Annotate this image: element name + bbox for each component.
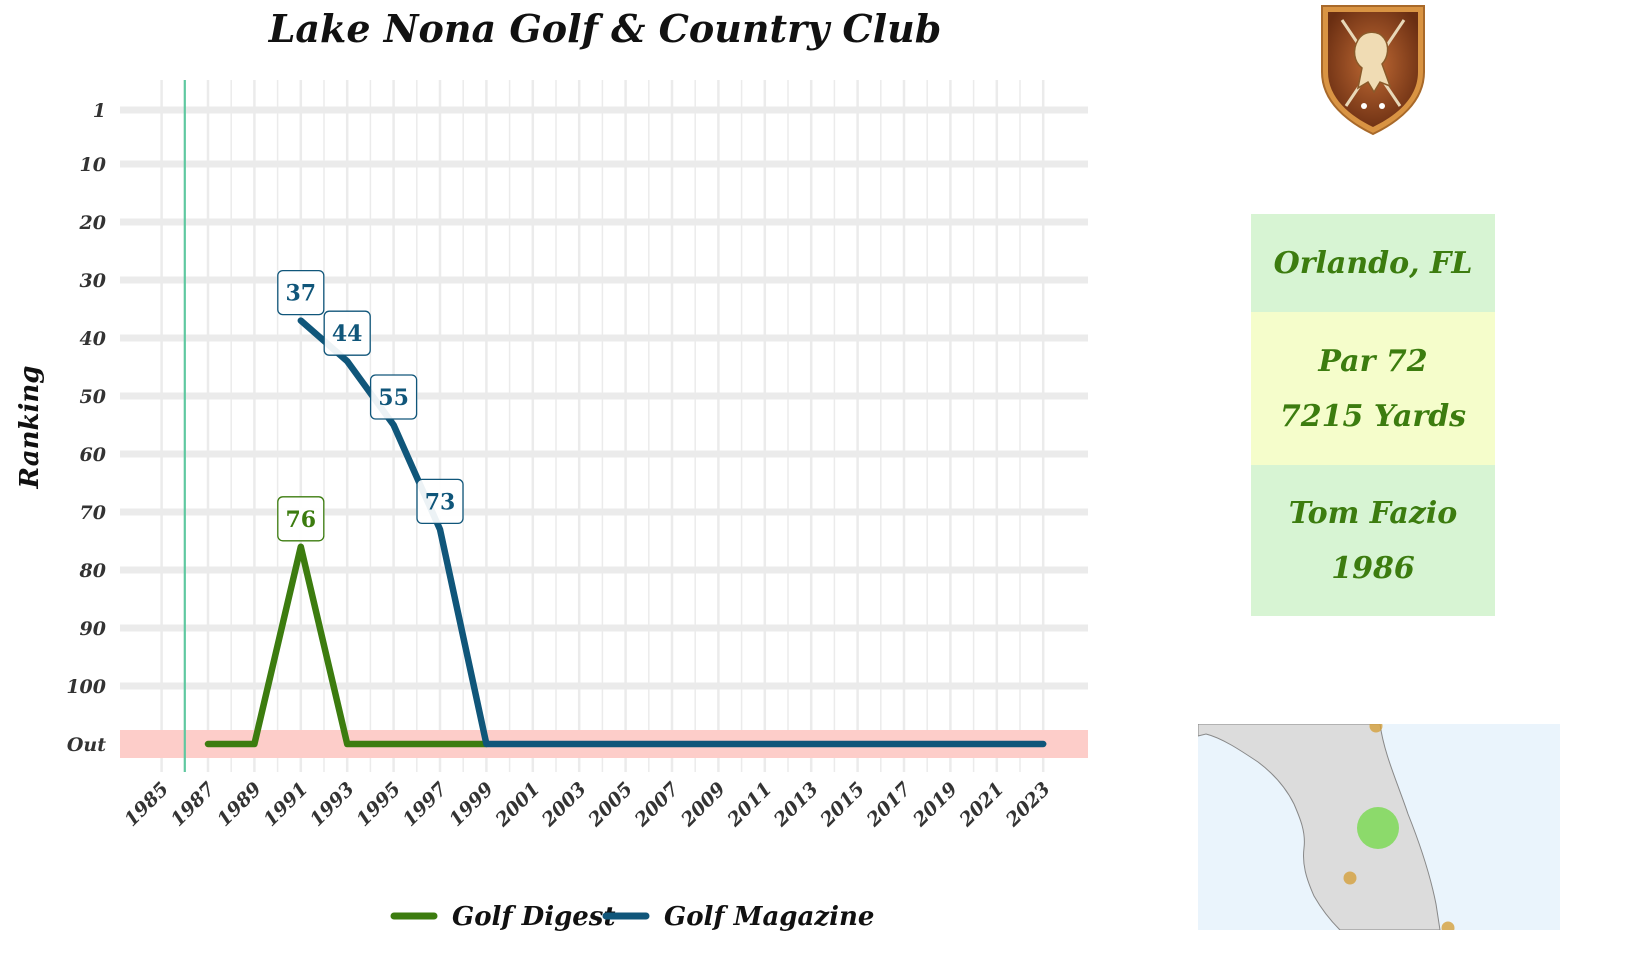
x-tick-label: 2019 [908,778,962,832]
x-tick-label: 2009 [676,778,730,832]
data-labels: 76 37 44 55 73 [277,269,464,542]
y-tick-label: 40 [80,328,106,350]
y-axis-label: Ranking [15,366,45,490]
y-tick-label: 90 [80,618,106,640]
data-label-text: 55 [378,385,409,411]
highlight-course-marker [1357,807,1399,849]
x-tick-label: 1997 [399,778,452,831]
par-text: Par 72 [1318,343,1428,379]
chart-title: Lake Nona Golf & Country Club [268,6,942,51]
x-tick-label: 2007 [630,778,684,832]
y-tick-label: 10 [80,154,106,176]
ranking-chart: 76 37 44 55 73 1 10 20 30 40 50 60 70 80 90 100 Out 198… [15,80,1088,932]
florida-map-icon [1198,724,1560,930]
course-marker [1369,724,1383,733]
course-info-panel: Orlando, FL Par 72 7215 Yards Tom Fazio … [1251,214,1495,616]
data-label: 73 [416,478,464,525]
location-box: Orlando, FL [1251,214,1495,312]
y-tick-label: 1 [93,100,106,122]
data-label: 55 [369,374,418,420]
x-tick-label: 2005 [583,778,637,832]
location-text: Orlando, FL [1273,245,1473,281]
plot-background [120,80,1088,772]
data-label-text: 76 [285,507,316,533]
x-tick-label: 2023 [1001,778,1055,832]
designer-box: Tom Fazio 1986 [1251,465,1495,616]
data-label-text: 37 [285,281,316,307]
y-tick-label: 20 [79,212,106,234]
x-tick-label: 2015 [815,778,869,832]
x-tick-label: 2021 [955,778,1009,832]
lion-crest-shield-icon [1321,5,1425,136]
x-tick-labels: 1985198719891991199319951997199920012003… [120,778,1055,832]
course-marker [1343,871,1357,885]
x-tick-label: 1985 [120,778,173,831]
designer-text: Tom Fazio [1288,495,1458,531]
y-tick-label: 100 [66,676,106,698]
x-tick-label: 1993 [306,778,359,831]
y-tick-label: 70 [80,502,106,524]
y-tick-label: Out [67,734,106,756]
series-line-golf-digest [204,543,490,748]
data-label-box [416,478,464,525]
x-tick-label: 2003 [537,778,591,832]
year-built-text: 1986 [1331,550,1415,586]
data-label-text: 44 [332,321,363,347]
legend: Golf Digest Golf Magazine [390,902,874,932]
x-tick-label: 1999 [445,778,498,831]
x-tick-label: 1995 [352,778,405,831]
x-tick-label: 1989 [213,778,266,831]
y-tick-label: 80 [79,560,106,582]
data-label-box [323,310,371,356]
y-tick-label: 50 [80,386,106,408]
data-label-text: 73 [425,489,456,515]
data-label-box [369,374,418,420]
course-specs-box: Par 72 7215 Yards [1251,312,1495,465]
x-tick-label: 2011 [723,778,777,832]
grid-lines [120,80,1088,772]
x-tick-label: 1987 [167,778,220,831]
y-tick-labels: 1 10 20 30 40 50 60 70 80 90 100 Out [66,100,106,756]
yardage-text: 7215 Yards [1279,398,1467,434]
y-tick-label: 30 [80,270,106,292]
legend-label: Golf Digest [452,902,615,932]
data-label: 76 [277,496,325,542]
x-tick-label: 2017 [862,778,916,832]
data-label: 44 [323,310,371,356]
data-label-box [277,496,325,542]
data-label: 37 [277,269,325,316]
x-tick-label: 2013 [769,778,823,832]
y-tick-label: 60 [80,444,106,466]
legend-label: Golf Magazine [664,902,874,932]
x-tick-label: 2001 [491,778,545,832]
data-label-box [277,269,325,316]
x-tick-label: 1991 [259,778,312,831]
course-marker [1441,921,1455,930]
